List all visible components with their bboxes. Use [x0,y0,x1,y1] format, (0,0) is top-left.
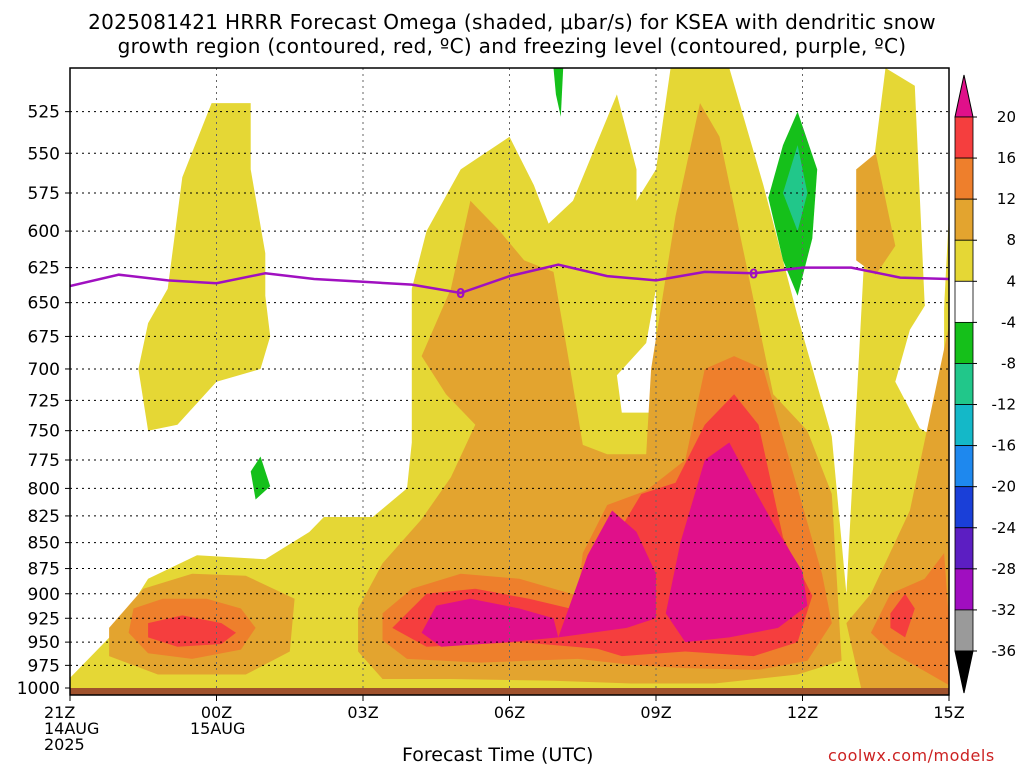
colorbar-label: 4 [1006,272,1016,290]
chart-title-line-2: growth region (contoured, red, ºC) and f… [117,34,907,58]
credit-text: coolwx.com/models [828,746,995,765]
omega-area-16-right [890,593,915,638]
x-tick-label: 06Z [494,703,525,722]
y-tick-label: 875 [28,560,60,580]
colorbar-label: -32 [992,601,1017,619]
colorbar-swatch [954,280,974,323]
colorbar-top-arrow [954,74,974,118]
y-tick-label: 575 [28,184,60,204]
x-tick-label: 2025 [44,735,85,754]
colorbar-label: -20 [992,478,1017,496]
colorbar: 20 16 12 8 4 -4 -8 -12 -16 -20 -24 -28 -32 -36 [954,74,1017,694]
x-tick-label: 03Z [347,703,378,722]
colorbar-swatch [954,568,974,611]
y-tick-label: 775 [28,451,60,471]
y-tick-label: 800 [28,479,60,499]
colorbar-label: -24 [992,519,1017,537]
y-tick-label: 625 [28,259,60,279]
x-tick-label: 15AUG [190,719,245,738]
freezing-level-contour: 00 [70,263,949,302]
colorbar-swatch [954,321,974,364]
y-tick-label: 550 [28,144,60,164]
y-tick-label: 950 [28,633,60,653]
colorbar-swatch [954,363,974,405]
y-tick-label: 650 [28,294,60,314]
colorbar-label: -8 [1001,354,1016,372]
y-tick-label: 675 [28,327,60,347]
y-axis: 525 550 575 600 625 650 675 700 725 750 775 800 825 8… [17,103,70,699]
x-tick-label: 00Z [201,703,232,722]
surface-ground-bar [70,688,949,695]
colorbar-swatch [954,198,974,241]
y-tick-label: 600 [28,222,60,242]
omega-area-neg8-spot [250,456,271,500]
colorbar-swatch [954,445,974,488]
colorbar-swatch [954,609,974,652]
y-tick-label: 825 [28,507,60,527]
colorbar-label: -28 [992,560,1017,578]
omega-area-8-upper-right [856,153,896,275]
y-tick-label: 850 [28,534,60,554]
colorbar-label: -16 [992,437,1017,455]
x-tick-label: 21Z [44,703,75,722]
colorbar-swatch [954,527,974,570]
omega-area-4-upper [138,103,271,431]
y-tick-label: 700 [28,360,60,380]
freezing-level-line [70,263,949,295]
freezing-level-label: 0 [456,287,465,302]
omega-area-clear-2 [895,274,945,443]
omega-area-neg8-top [553,68,564,117]
x-tick-label: 15Z [933,703,964,722]
colorbar-label: 12 [997,190,1016,208]
x-tick-label: 09Z [640,703,671,722]
x-tick-label: 12Z [787,703,818,722]
colorbar-swatch [954,239,974,282]
colorbar-label: 20 [997,108,1016,126]
colorbar-label: -4 [1001,313,1016,331]
y-tick-label: 900 [28,585,60,605]
x-axis-title: Forecast Time (UTC) [402,744,594,766]
omega-area-clear-1 [616,288,656,413]
colorbar-bottom-arrow [954,650,974,694]
colorbar-label: -36 [992,642,1017,660]
omega-area-16-left [148,615,236,647]
colorbar-label: -12 [992,396,1017,414]
y-tick-label: 975 [28,656,60,676]
y-tick-label: 750 [28,422,60,442]
colorbar-swatch [954,486,974,529]
y-tick-label: 525 [28,103,60,123]
chart-title-line-1: 2025081421 HRRR Forecast Omega (shaded, … [88,10,936,34]
omega-area-20-b [558,510,656,638]
colorbar-swatch [954,116,974,159]
colorbar-label: 8 [1006,231,1016,249]
colorbar-label: 16 [997,149,1016,167]
x-tick-label: 14AUG [44,719,99,738]
colorbar-swatch [954,157,974,200]
y-tick-label: 725 [28,391,60,411]
colorbar-swatch [954,404,974,447]
omega-area-neg12 [783,145,808,232]
freezing-level-label: 0 [749,267,758,282]
y-tick-label: 925 [28,609,60,629]
omega-field [70,68,949,688]
y-tick-label: 1000 [17,679,60,699]
omega-area-20-a [421,598,559,647]
